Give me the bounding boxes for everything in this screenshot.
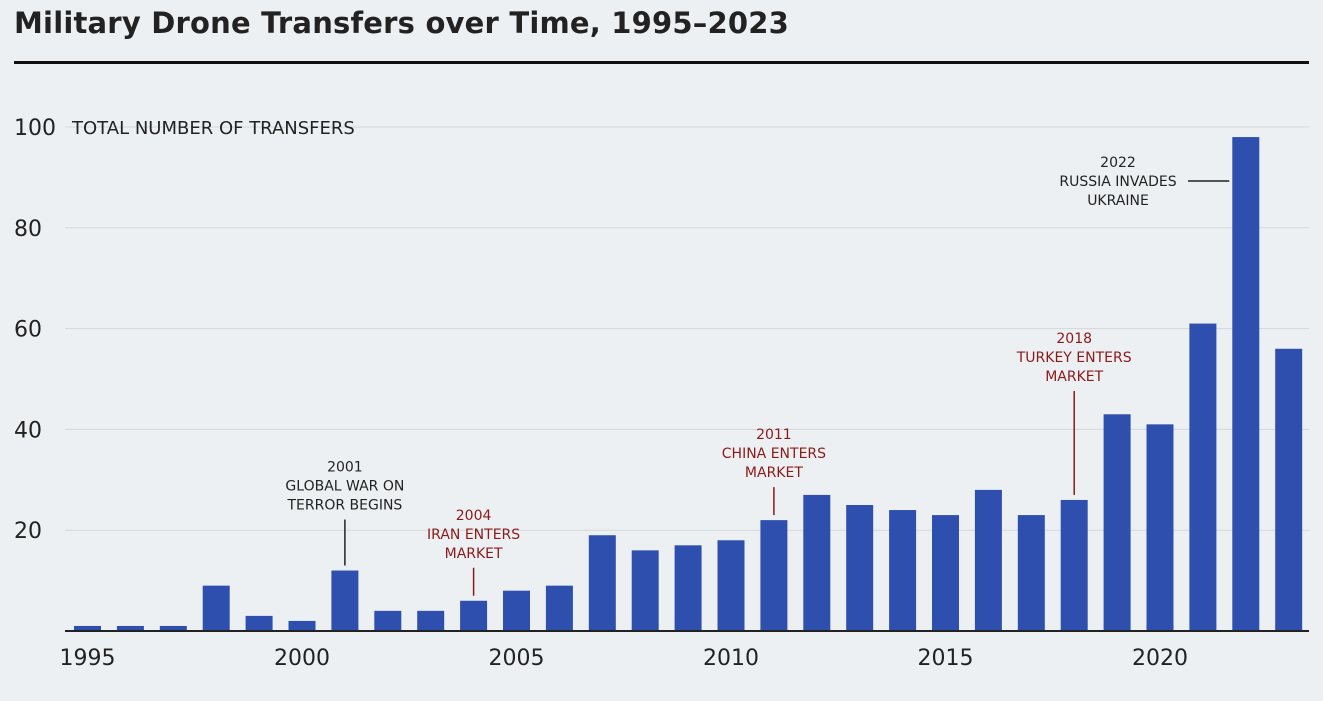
- annotation-text: UKRAINE: [1087, 193, 1149, 209]
- title-divider: [14, 61, 1309, 64]
- bar: [1275, 348, 1303, 631]
- bar: [116, 625, 144, 631]
- bar: [889, 510, 917, 631]
- bar: [1146, 424, 1174, 631]
- annotation-text: CHINA ENTERS: [722, 446, 826, 462]
- bar: [588, 535, 616, 631]
- annotation-text: MARKET: [745, 465, 803, 481]
- bar: [1189, 323, 1217, 631]
- annotation-text: RUSSIA INVADES: [1059, 174, 1176, 190]
- x-tick-label: 2015: [918, 646, 974, 671]
- bar: [74, 625, 101, 631]
- chart-title: Military Drone Transfers over Time, 1995…: [14, 6, 789, 40]
- x-tick-label: 2000: [274, 646, 330, 671]
- annotation-text: TURKEY ENTERS: [1016, 350, 1132, 366]
- bar: [460, 600, 488, 631]
- bar: [717, 540, 745, 631]
- bar: [503, 590, 530, 631]
- annotation-text: MARKET: [1045, 369, 1103, 385]
- annotation-text: 2004: [456, 508, 492, 524]
- bar: [760, 520, 788, 631]
- annotation-text: TERROR BEGINS: [286, 498, 402, 514]
- bar: [374, 610, 402, 631]
- y-tick-label: 80: [14, 217, 42, 242]
- bar: [846, 505, 874, 631]
- bar: [245, 615, 273, 631]
- bar: [202, 585, 230, 631]
- annotation-text: GLOBAL WAR ON: [285, 479, 404, 495]
- x-tick-label: 2010: [703, 646, 759, 671]
- bar: [932, 515, 959, 631]
- bar: [545, 585, 573, 631]
- bar: [159, 625, 187, 631]
- bar: [417, 610, 445, 631]
- x-tick-label: 1995: [60, 646, 116, 671]
- y-axis-label: TOTAL NUMBER OF TRANSFERS: [71, 118, 355, 139]
- y-tick-label: 40: [14, 418, 42, 443]
- bar: [1103, 414, 1131, 631]
- bar: [1060, 499, 1088, 631]
- annotation-text: 2022: [1100, 155, 1136, 171]
- annotation-text: 2001: [327, 460, 363, 476]
- x-tick-label: 2020: [1132, 646, 1188, 671]
- bar: [1017, 515, 1045, 631]
- bar: [674, 545, 702, 631]
- y-tick-label: 60: [14, 318, 42, 343]
- bar: [974, 489, 1002, 631]
- bar: [288, 620, 316, 631]
- bar: [1232, 137, 1260, 631]
- y-tick-label: 100: [14, 116, 56, 141]
- x-tick-label: 2005: [489, 646, 545, 671]
- y-tick-label: 20: [14, 519, 42, 544]
- bar: [631, 550, 659, 631]
- annotation-text: IRAN ENTERS: [427, 527, 520, 543]
- annotation-text: 2011: [756, 427, 792, 443]
- bar: [331, 570, 359, 631]
- annotation-text: MARKET: [445, 546, 503, 562]
- bar: [803, 494, 831, 631]
- annotation-text: 2018: [1056, 331, 1092, 347]
